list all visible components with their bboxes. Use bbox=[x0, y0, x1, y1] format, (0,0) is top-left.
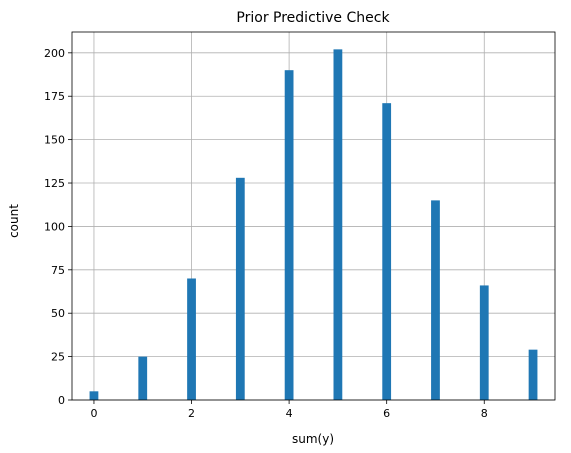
y-axis-label: count bbox=[7, 204, 21, 238]
chart-title: Prior Predictive Check bbox=[236, 10, 390, 26]
y-tick-label: 125 bbox=[44, 177, 65, 190]
x-tick-label: 6 bbox=[383, 407, 390, 420]
y-tick-label: 25 bbox=[51, 351, 65, 364]
bar-0 bbox=[89, 391, 99, 400]
x-tick-label: 4 bbox=[286, 407, 293, 420]
y-tick-label: 175 bbox=[44, 90, 65, 103]
bar-2 bbox=[187, 278, 196, 400]
bar-4 bbox=[284, 70, 294, 400]
x-axis-label: sum(y) bbox=[292, 432, 334, 446]
x-tick-label: 8 bbox=[481, 407, 488, 420]
bar-8 bbox=[479, 285, 489, 400]
y-tick-label: 150 bbox=[44, 134, 65, 147]
x-tick-label: 0 bbox=[90, 407, 97, 420]
bar-7 bbox=[431, 200, 440, 400]
bar-5 bbox=[333, 49, 343, 400]
y-tick-label: 0 bbox=[58, 394, 65, 407]
x-axis-ticks: 0 2 4 6 8 bbox=[90, 400, 488, 420]
y-tick-label: 50 bbox=[51, 307, 65, 320]
bar-1 bbox=[138, 356, 148, 400]
bars bbox=[89, 49, 538, 401]
y-tick-label: 200 bbox=[44, 47, 65, 60]
plot-frame bbox=[71, 31, 556, 401]
y-axis-ticks: 0 25 50 75 100 125 150 175 200 bbox=[44, 47, 72, 407]
bar-6 bbox=[382, 103, 392, 401]
x-tick-label: 2 bbox=[188, 407, 195, 420]
y-tick-label: 75 bbox=[51, 264, 65, 277]
bar-3 bbox=[235, 177, 245, 400]
bar-9 bbox=[528, 349, 538, 400]
y-tick-label: 100 bbox=[44, 220, 65, 233]
